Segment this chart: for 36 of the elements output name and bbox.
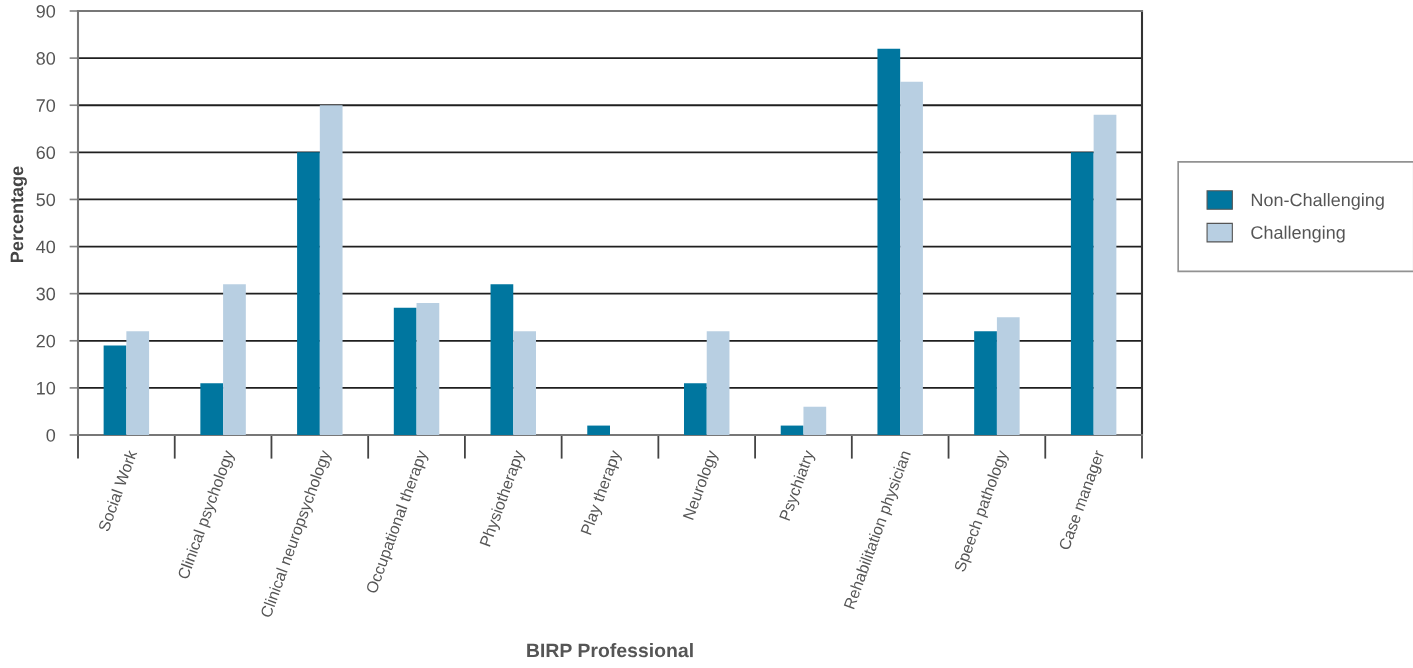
y-tick-label: 20 xyxy=(36,334,56,348)
y-tick-label: 50 xyxy=(36,193,56,207)
y-tick-label: 90 xyxy=(36,4,56,18)
bar xyxy=(996,317,1020,435)
y-axis-title: Percentage xyxy=(10,166,27,262)
bar xyxy=(587,425,610,435)
bar xyxy=(513,331,536,435)
bar xyxy=(103,345,127,435)
bar xyxy=(319,105,343,435)
y-tick-label: 0 xyxy=(46,428,56,442)
bar xyxy=(974,331,997,435)
y-tick-label: 60 xyxy=(36,146,56,160)
bar xyxy=(780,425,804,435)
y-tick-label: 10 xyxy=(37,381,56,395)
y-tick-label: 40 xyxy=(36,240,56,254)
bar xyxy=(684,383,707,435)
bar xyxy=(490,284,514,435)
bar xyxy=(877,48,901,435)
bar xyxy=(393,307,417,435)
bar xyxy=(297,152,320,435)
bar xyxy=(1093,114,1117,435)
x-tick-label: Social Work xyxy=(97,448,138,533)
x-axis-title: BIRP Professional xyxy=(527,643,693,658)
y-tick-label: 30 xyxy=(36,287,56,301)
bar xyxy=(200,383,224,435)
bar xyxy=(900,81,923,435)
legend-label: Challenging xyxy=(1251,225,1345,243)
y-tick-label: 70 xyxy=(36,99,56,112)
y-tick-label: 80 xyxy=(36,52,56,65)
bar xyxy=(416,303,440,435)
bar xyxy=(1070,152,1094,435)
bar xyxy=(126,331,150,435)
bar xyxy=(223,284,246,435)
bar xyxy=(706,331,730,435)
bar xyxy=(803,406,827,435)
legend-label: Non-Challenging xyxy=(1251,193,1384,210)
